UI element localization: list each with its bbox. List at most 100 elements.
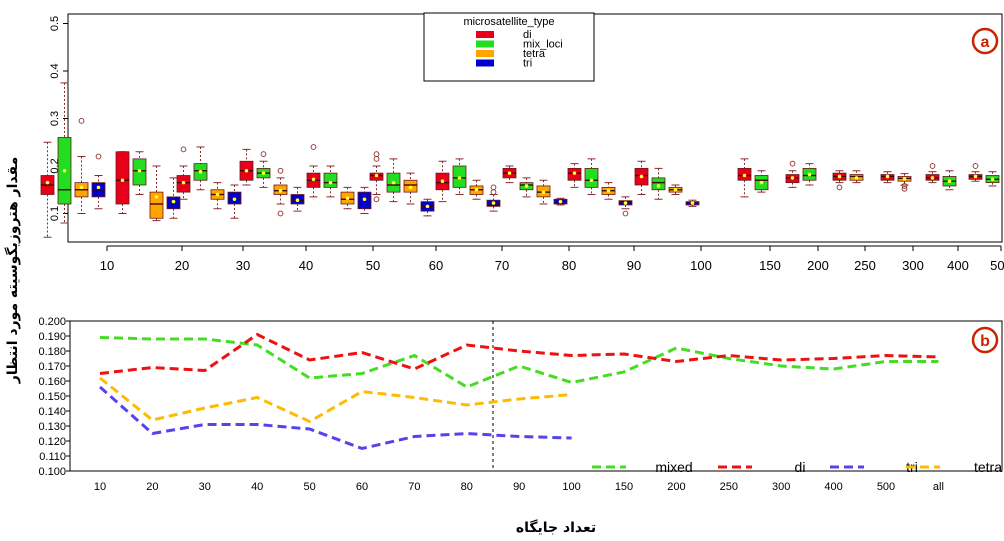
box-tetra-70	[469, 179, 484, 200]
legend-swatch-tetra	[476, 50, 494, 57]
box-mean	[171, 199, 176, 204]
box-mix_loci-30	[193, 146, 208, 191]
box-mean	[524, 184, 529, 188]
box-outlier	[836, 184, 843, 191]
box-mean	[154, 195, 159, 199]
box-outlier	[180, 146, 187, 153]
box-mean	[198, 169, 203, 174]
box-mix_loci-60	[386, 158, 401, 203]
box-mean	[278, 188, 283, 193]
box-tri-80	[553, 197, 568, 206]
box-tri-40	[290, 186, 305, 212]
y-tick-label: 0.120	[38, 436, 66, 448]
box-tri-100	[685, 199, 700, 207]
box-outlier	[622, 210, 629, 217]
box-di-80	[502, 165, 517, 184]
x-tick-label: 500	[877, 481, 895, 493]
svg-text:a: a	[981, 34, 990, 51]
x-tick-label: 100	[690, 258, 712, 273]
x-tick-label: 20	[175, 258, 189, 273]
x-tick-label: 90	[627, 258, 641, 273]
box-mean	[232, 197, 237, 202]
panel-b-y-axis: 0.100 0.110 0.120 0.130 0.140 0.150 0.160 0.170…	[38, 316, 70, 478]
x-tick-label: 10	[100, 258, 114, 273]
box-outlier	[95, 153, 102, 160]
svg-text:b: b	[980, 333, 990, 350]
box-outlier	[310, 144, 317, 150]
x-tick-label: 30	[199, 481, 211, 493]
box-body	[584, 167, 599, 188]
box-di-30	[176, 146, 191, 200]
legend-title: microsatellite_type	[463, 16, 554, 28]
y-tick-label: 0.190	[38, 331, 66, 343]
box-mean	[345, 196, 350, 201]
x-tick-label: 10	[94, 481, 106, 493]
box-mix_loci-90	[584, 158, 599, 195]
box-mean	[474, 187, 479, 192]
box-di-60	[369, 151, 384, 203]
box-mean	[673, 187, 678, 192]
box-mean	[790, 176, 795, 180]
box-mean	[837, 174, 842, 179]
box-mean	[408, 185, 413, 190]
box-di-500	[968, 163, 983, 182]
y-tick-label: 0.150	[38, 391, 66, 403]
legend-label-mix_loci: mix_loci	[523, 39, 563, 51]
box-mean	[261, 171, 266, 175]
box-mix_loci-80	[519, 177, 534, 198]
y-tick-label: 0.140	[38, 406, 66, 418]
legend-label-tetra: tetra	[523, 48, 546, 60]
box-mix_loci-500	[985, 171, 1000, 187]
box-mean	[374, 173, 379, 178]
box-tri-70	[486, 184, 501, 212]
box-mean	[311, 177, 316, 182]
legend-label-di: di	[795, 459, 806, 475]
panel-a-boxes	[40, 82, 1000, 238]
box-mean	[137, 168, 142, 173]
legend-label-di: di	[523, 29, 532, 41]
legend-label-tri: tri	[523, 58, 532, 70]
y-tick-label: 0.110	[39, 451, 66, 463]
box-mean	[902, 177, 907, 181]
box-outlier	[277, 210, 284, 217]
x-tick-label: 50	[366, 258, 380, 273]
box-mean	[854, 176, 859, 180]
box-di-50	[306, 144, 321, 198]
box-mean	[606, 188, 611, 193]
x-tick-label: 200	[667, 481, 685, 493]
box-mean	[181, 180, 186, 185]
box-mean	[623, 201, 628, 205]
box-mix_loci-50	[323, 165, 338, 198]
box-body	[115, 151, 130, 205]
box-di-10	[40, 141, 55, 238]
box-mean	[639, 174, 644, 179]
box-tri-90	[618, 196, 633, 217]
x-tick-label: 400	[824, 481, 842, 493]
y-tick-label: 0.1	[49, 206, 61, 221]
x-tick-label: 80	[562, 258, 576, 273]
x-tick-label: 30	[236, 258, 250, 273]
y-tick-label: 0.3	[49, 111, 61, 126]
box-outlier	[901, 183, 908, 189]
box-outlier	[901, 185, 908, 192]
x-tick-label: 100	[562, 481, 580, 493]
box-mix_loci-100	[651, 167, 666, 200]
box-mean	[425, 204, 430, 209]
box-outlier	[490, 189, 497, 195]
x-tick-label: 90	[513, 481, 525, 493]
box-outlier	[789, 160, 796, 167]
panel-b-legend: mixedditritetra	[592, 459, 1002, 475]
box-tetra-10	[74, 118, 89, 214]
panel-a-boxplot: 0.10.20.30.40.5 10 20 30 40 50 60 70 80 90 100 150…	[40, 12, 1004, 273]
series-line-tetra	[99, 376, 572, 424]
box-outlier	[373, 156, 380, 162]
box-di-150	[737, 158, 752, 198]
box-mean	[96, 185, 101, 190]
box-tetra-100	[668, 184, 683, 195]
x-tick-label: 60	[356, 481, 368, 493]
legend-swatch-tri	[476, 59, 494, 67]
panel-b-linechart: 0.100 0.110 0.120 0.130 0.140 0.150 0.160 0.170…	[38, 316, 1003, 493]
x-tick-label: 40	[251, 481, 263, 493]
box-di-400	[925, 163, 940, 184]
